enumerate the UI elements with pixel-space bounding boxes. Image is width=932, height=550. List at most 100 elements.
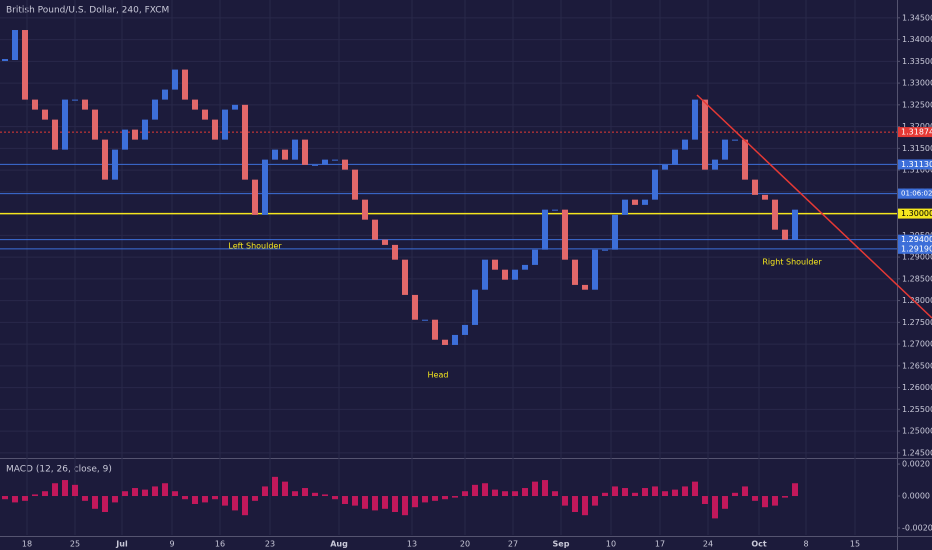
x-tick-label: Aug bbox=[330, 540, 348, 549]
y-tick-label: 1.29000 bbox=[902, 253, 932, 262]
macd-bar bbox=[652, 486, 658, 497]
macd-bar bbox=[312, 492, 318, 497]
price-label: 1.30000 bbox=[901, 209, 932, 218]
candle bbox=[22, 30, 28, 100]
macd-bar bbox=[232, 496, 238, 511]
macd-bar bbox=[782, 496, 788, 498]
annotation: Left Shoulder bbox=[228, 242, 282, 251]
macd-bar bbox=[452, 496, 458, 498]
y-tick-label: 1.31500 bbox=[902, 144, 932, 153]
candle bbox=[792, 209, 798, 240]
macd-bar bbox=[762, 496, 768, 508]
chart-title: British Pound/U.S. Dollar, 240, FXCM bbox=[6, 6, 169, 16]
macd-bar bbox=[392, 496, 398, 512]
candle bbox=[502, 269, 508, 280]
x-tick-label: 25 bbox=[70, 540, 80, 549]
macd-bar bbox=[132, 488, 138, 497]
x-tick-label: 27 bbox=[508, 540, 518, 549]
macd-bar bbox=[52, 483, 58, 497]
macd-bar bbox=[432, 496, 438, 501]
candle bbox=[722, 139, 728, 160]
price-label-box bbox=[898, 243, 932, 254]
macd-bar bbox=[562, 496, 568, 506]
candle bbox=[62, 99, 68, 150]
macd-bar bbox=[222, 496, 228, 506]
x-tick-label: 8 bbox=[803, 540, 808, 549]
candle bbox=[402, 259, 408, 295]
candle bbox=[452, 334, 458, 345]
candle bbox=[312, 164, 318, 166]
macd-bar bbox=[792, 483, 798, 497]
macd-bar bbox=[162, 483, 168, 497]
candle bbox=[322, 159, 328, 165]
macd-bar bbox=[402, 496, 408, 516]
y-tick-label: 1.34500 bbox=[902, 13, 932, 22]
macd-bar bbox=[502, 491, 508, 497]
candle bbox=[602, 249, 608, 251]
macd-bar bbox=[672, 489, 678, 497]
candle bbox=[242, 104, 248, 180]
candle bbox=[482, 259, 488, 290]
price-label: 1.29400 bbox=[901, 235, 932, 244]
candle bbox=[52, 119, 58, 150]
macd-y-tick-label: -0.0020 bbox=[902, 523, 932, 532]
candle bbox=[732, 139, 738, 141]
candle bbox=[72, 99, 78, 101]
macd-bar bbox=[202, 496, 208, 503]
candle bbox=[462, 324, 468, 335]
candle bbox=[122, 129, 128, 150]
price-label: 1.31130 bbox=[901, 160, 932, 169]
candle bbox=[192, 99, 198, 110]
x-tick-label: 20 bbox=[460, 540, 470, 549]
macd-y-tick-label: 0.0000 bbox=[902, 492, 930, 501]
x-tick-label: 18 bbox=[22, 540, 32, 549]
x-tick-label: 24 bbox=[703, 540, 713, 549]
y-tick-label: 1.25500 bbox=[902, 405, 932, 414]
macd-bar bbox=[1, 496, 8, 500]
macd-bar bbox=[172, 491, 178, 497]
macd-bar bbox=[362, 496, 368, 509]
candle bbox=[672, 149, 678, 165]
x-tick-label: Oct bbox=[751, 540, 767, 549]
macd-bar bbox=[242, 496, 248, 516]
macd-bar bbox=[632, 492, 638, 497]
macd-bar bbox=[582, 496, 588, 516]
candle bbox=[752, 179, 758, 195]
candle bbox=[522, 264, 528, 270]
macd-bar bbox=[182, 496, 188, 500]
x-tick-label: Jul bbox=[115, 540, 128, 549]
macd-bar bbox=[352, 496, 358, 506]
macd-bar bbox=[292, 491, 298, 497]
candle bbox=[662, 164, 668, 170]
macd-bar bbox=[192, 496, 198, 505]
macd-bar bbox=[732, 492, 738, 497]
macd-bar bbox=[682, 486, 688, 497]
macd-bar bbox=[472, 484, 478, 497]
candle bbox=[512, 269, 518, 280]
y-tick-label: 1.25000 bbox=[902, 427, 932, 436]
candle bbox=[772, 199, 778, 230]
macd-bar bbox=[622, 488, 628, 497]
macd-title: MACD (12, 26, close, 9) bbox=[6, 465, 112, 475]
macd-bar bbox=[12, 496, 18, 503]
macd-bar bbox=[752, 496, 758, 501]
candle bbox=[132, 129, 138, 140]
candle bbox=[562, 209, 568, 260]
y-tick-label: 1.32500 bbox=[902, 100, 932, 109]
trendline bbox=[696, 94, 932, 319]
candle bbox=[182, 69, 188, 100]
macd-bar bbox=[592, 496, 598, 506]
candle bbox=[472, 289, 478, 325]
macd-bar bbox=[422, 496, 428, 503]
candle bbox=[142, 119, 148, 140]
candle bbox=[712, 159, 718, 170]
price-label: 1.31874 bbox=[901, 128, 932, 137]
macd-bar bbox=[542, 480, 548, 497]
macd-bar bbox=[252, 496, 258, 501]
candle bbox=[432, 319, 438, 340]
candle bbox=[222, 109, 228, 140]
y-tick-label: 1.34000 bbox=[902, 35, 932, 44]
candle bbox=[392, 244, 398, 260]
